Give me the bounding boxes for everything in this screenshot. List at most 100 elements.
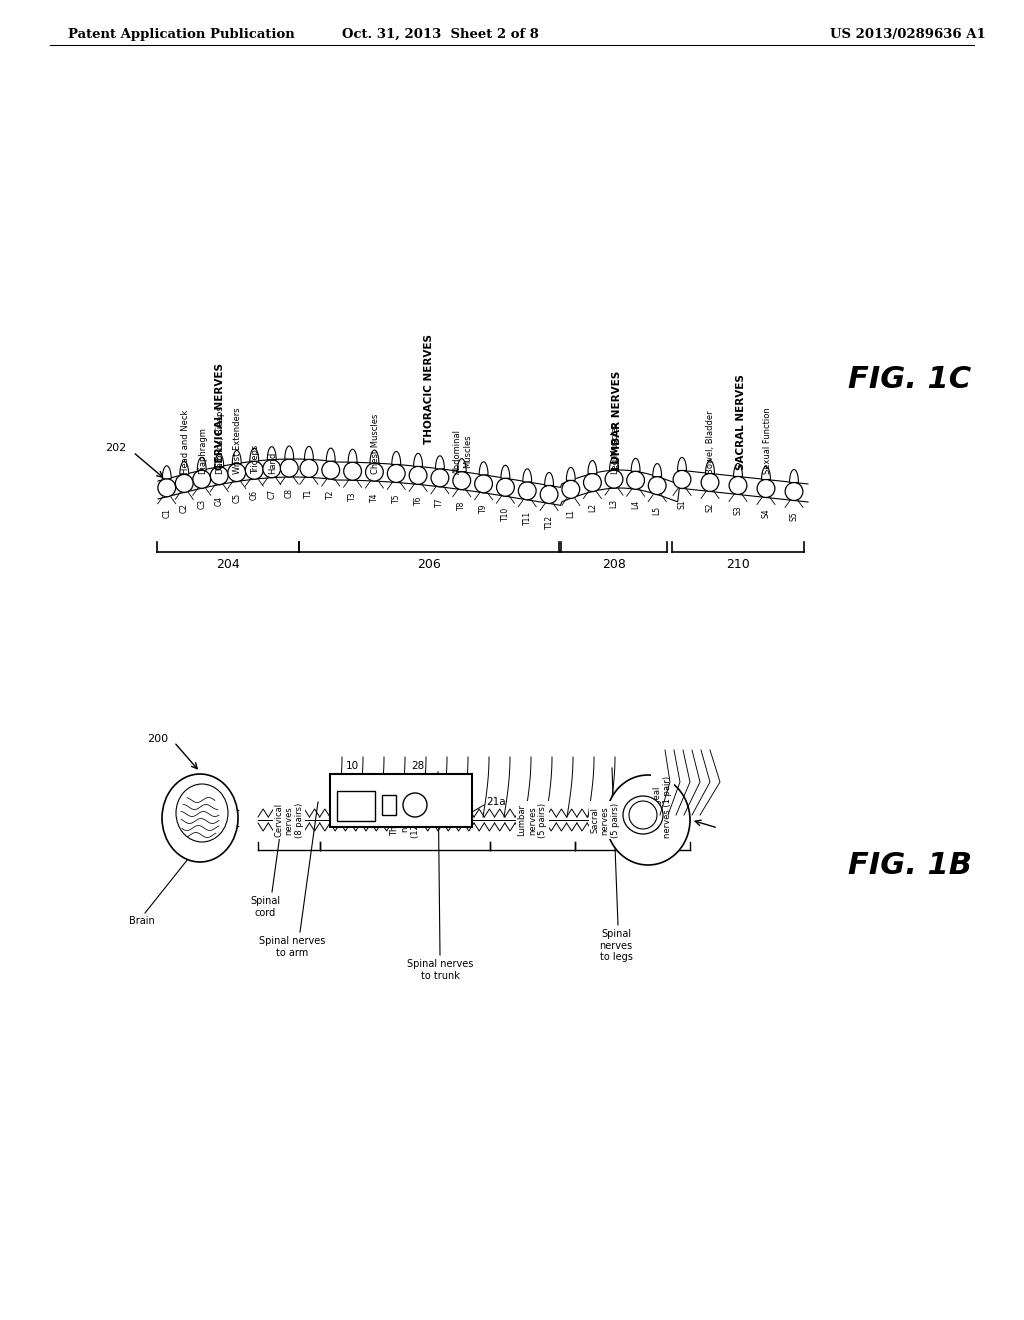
Text: T11: T11 bbox=[522, 511, 531, 525]
Ellipse shape bbox=[158, 479, 176, 496]
Text: Spinal
nerves
to legs: Spinal nerves to legs bbox=[599, 929, 633, 962]
Text: T8: T8 bbox=[458, 500, 466, 510]
Text: SACRAL NERVES: SACRAL NERVES bbox=[736, 374, 746, 470]
Polygon shape bbox=[304, 446, 313, 459]
Polygon shape bbox=[523, 469, 531, 482]
Text: Spinal nerves
to arm: Spinal nerves to arm bbox=[259, 936, 326, 957]
Text: 202: 202 bbox=[104, 444, 126, 453]
Polygon shape bbox=[652, 463, 662, 477]
Polygon shape bbox=[198, 457, 206, 470]
Text: C3: C3 bbox=[198, 499, 206, 510]
Ellipse shape bbox=[701, 474, 719, 491]
Text: C1: C1 bbox=[162, 508, 171, 517]
Text: S3: S3 bbox=[733, 506, 742, 515]
Text: Wrist Extenders: Wrist Extenders bbox=[233, 408, 243, 474]
Text: C5: C5 bbox=[232, 492, 242, 503]
Polygon shape bbox=[435, 455, 444, 469]
Text: Cervical
nerves
(8 pairs): Cervical nerves (8 pairs) bbox=[274, 803, 304, 838]
Ellipse shape bbox=[475, 475, 493, 492]
Text: T2: T2 bbox=[327, 490, 335, 499]
Text: CERVICAL NERVES: CERVICAL NERVES bbox=[215, 363, 225, 470]
Text: FIG. 1B: FIG. 1B bbox=[848, 850, 972, 879]
Ellipse shape bbox=[263, 459, 281, 478]
Text: 28: 28 bbox=[412, 762, 425, 771]
Text: Chest Muscles: Chest Muscles bbox=[371, 413, 380, 474]
Text: 21a: 21a bbox=[486, 797, 506, 807]
Text: Sexual Function: Sexual Function bbox=[763, 408, 771, 474]
Polygon shape bbox=[479, 462, 488, 475]
Text: THORACIC NERVES: THORACIC NERVES bbox=[424, 334, 434, 444]
Ellipse shape bbox=[281, 459, 298, 477]
Ellipse shape bbox=[584, 474, 601, 491]
Text: C4: C4 bbox=[215, 495, 224, 506]
Ellipse shape bbox=[648, 477, 666, 495]
Text: 210: 210 bbox=[726, 558, 750, 572]
Text: Coccygeal
nerves (1 pair): Coccygeal nerves (1 pair) bbox=[653, 776, 672, 838]
Bar bbox=[337, 791, 375, 821]
Polygon shape bbox=[458, 458, 466, 471]
Polygon shape bbox=[631, 458, 640, 471]
Polygon shape bbox=[163, 466, 171, 479]
Ellipse shape bbox=[344, 462, 361, 480]
Text: C2: C2 bbox=[180, 503, 188, 513]
Ellipse shape bbox=[623, 796, 663, 834]
Ellipse shape bbox=[757, 479, 775, 498]
Text: T9: T9 bbox=[479, 504, 488, 513]
Ellipse shape bbox=[562, 480, 580, 499]
Text: T5: T5 bbox=[392, 494, 400, 503]
Circle shape bbox=[403, 793, 427, 817]
Ellipse shape bbox=[729, 477, 746, 495]
Ellipse shape bbox=[322, 461, 340, 479]
Polygon shape bbox=[609, 457, 618, 470]
Text: L4: L4 bbox=[631, 500, 640, 510]
Text: T12: T12 bbox=[545, 515, 554, 528]
Text: US 2013/0289636 A1: US 2013/0289636 A1 bbox=[830, 28, 986, 41]
Ellipse shape bbox=[246, 461, 263, 479]
Bar bbox=[330, 774, 472, 828]
Polygon shape bbox=[733, 463, 742, 477]
Text: 10: 10 bbox=[345, 762, 358, 771]
Text: Bowel, Bladder: Bowel, Bladder bbox=[707, 411, 716, 474]
Text: T6: T6 bbox=[414, 495, 423, 504]
Polygon shape bbox=[215, 454, 223, 466]
Text: Leg Muscles: Leg Muscles bbox=[610, 422, 620, 474]
Text: Brain: Brain bbox=[129, 916, 155, 927]
Text: Sacral
nerves
(5 pairs): Sacral nerves (5 pairs) bbox=[590, 803, 620, 838]
Text: 204: 204 bbox=[216, 558, 240, 572]
Polygon shape bbox=[232, 450, 242, 463]
Text: L3: L3 bbox=[609, 499, 618, 508]
Ellipse shape bbox=[518, 482, 537, 500]
Ellipse shape bbox=[228, 463, 246, 482]
Polygon shape bbox=[250, 449, 259, 461]
Text: S2: S2 bbox=[706, 503, 715, 512]
Polygon shape bbox=[370, 450, 379, 463]
Ellipse shape bbox=[605, 470, 623, 488]
Ellipse shape bbox=[785, 483, 803, 500]
Polygon shape bbox=[706, 461, 715, 474]
Text: T4: T4 bbox=[370, 492, 379, 502]
Text: Diaphragm: Diaphragm bbox=[199, 428, 207, 474]
Text: L1: L1 bbox=[566, 510, 575, 519]
Text: C6: C6 bbox=[250, 490, 259, 500]
Polygon shape bbox=[566, 467, 575, 480]
Text: 206: 206 bbox=[417, 558, 441, 572]
Polygon shape bbox=[414, 454, 423, 466]
Text: FIG. 1C: FIG. 1C bbox=[849, 366, 972, 395]
Text: T10: T10 bbox=[501, 507, 510, 521]
Text: 200: 200 bbox=[146, 734, 168, 744]
Text: S1: S1 bbox=[678, 499, 686, 510]
Ellipse shape bbox=[387, 465, 406, 482]
Text: Thoracic
nerves
(12 pairs): Thoracic nerves (12 pairs) bbox=[390, 797, 420, 838]
Polygon shape bbox=[762, 466, 770, 479]
Polygon shape bbox=[180, 462, 188, 474]
Polygon shape bbox=[588, 461, 597, 474]
Ellipse shape bbox=[366, 463, 383, 480]
Polygon shape bbox=[285, 446, 294, 459]
Ellipse shape bbox=[453, 471, 471, 490]
Polygon shape bbox=[545, 473, 554, 486]
Text: Lumbar
nerves
(5 pairs): Lumbar nerves (5 pairs) bbox=[517, 803, 548, 838]
Ellipse shape bbox=[497, 478, 514, 496]
Ellipse shape bbox=[162, 774, 238, 862]
Polygon shape bbox=[678, 458, 686, 470]
Polygon shape bbox=[790, 470, 799, 483]
